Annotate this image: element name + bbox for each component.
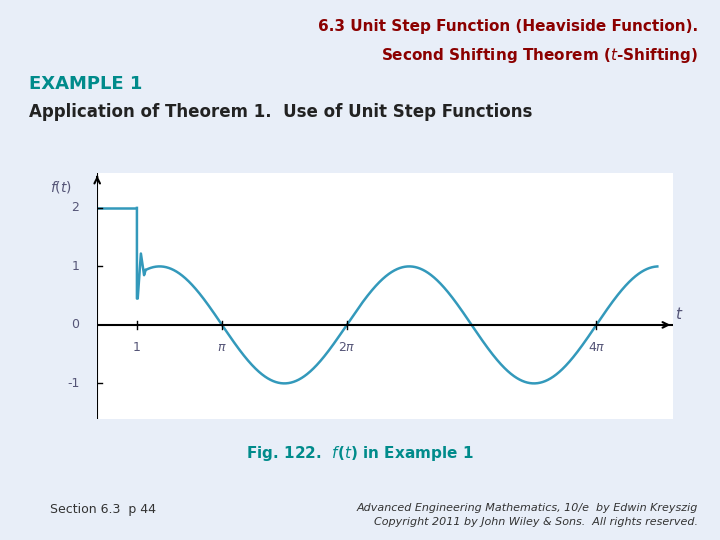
Text: 1: 1 [133, 341, 141, 354]
Text: $2\pi$: $2\pi$ [338, 341, 356, 354]
Text: $t$: $t$ [675, 306, 683, 322]
Text: Advanced Engineering Mathematics, 10/e  by Edwin Kreyszig
Copyright 2011 by John: Advanced Engineering Mathematics, 10/e b… [357, 503, 698, 527]
Text: 2: 2 [71, 201, 79, 214]
Text: 0: 0 [71, 319, 79, 332]
Text: Section 6.3  p 44: Section 6.3 p 44 [50, 503, 156, 516]
Text: 1: 1 [71, 260, 79, 273]
Text: Second Shifting Theorem ($t$-Shifting): Second Shifting Theorem ($t$-Shifting) [381, 46, 698, 65]
Text: Application of Theorem 1.  Use of Unit Step Functions: Application of Theorem 1. Use of Unit St… [29, 103, 532, 120]
Text: $f(t)$: $f(t)$ [50, 179, 73, 195]
Text: $4\pi$: $4\pi$ [588, 341, 606, 354]
Text: Fig. 122.  $f$($t$) in Example 1: Fig. 122. $f$($t$) in Example 1 [246, 444, 474, 463]
Text: $\pi$: $\pi$ [217, 341, 227, 354]
Text: -1: -1 [67, 377, 79, 390]
Text: EXAMPLE 1: EXAMPLE 1 [29, 75, 142, 92]
Text: 6.3 Unit Step Function (Heaviside Function).: 6.3 Unit Step Function (Heaviside Functi… [318, 19, 698, 34]
